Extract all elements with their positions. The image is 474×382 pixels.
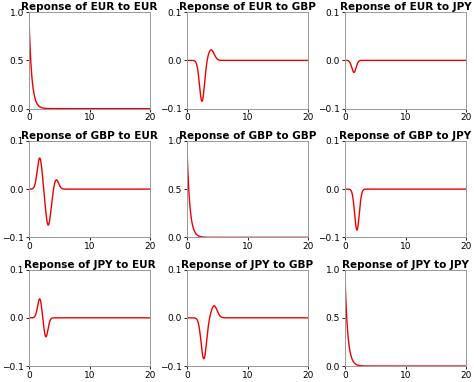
Title: Reponse of JPY to JPY: Reponse of JPY to JPY — [342, 259, 469, 270]
Title: Reponse of JPY to GBP: Reponse of JPY to GBP — [182, 259, 314, 270]
Title: Reponse of GBP to EUR: Reponse of GBP to EUR — [21, 131, 158, 141]
Title: Reponse of JPY to EUR: Reponse of JPY to EUR — [24, 259, 155, 270]
Title: Reponse of EUR to GBP: Reponse of EUR to GBP — [179, 2, 316, 12]
Title: Reponse of GBP to JPY: Reponse of GBP to JPY — [339, 131, 472, 141]
Title: Reponse of GBP to GBP: Reponse of GBP to GBP — [179, 131, 316, 141]
Title: Reponse of EUR to EUR: Reponse of EUR to EUR — [21, 2, 158, 12]
Title: Reponse of EUR to JPY: Reponse of EUR to JPY — [340, 2, 471, 12]
